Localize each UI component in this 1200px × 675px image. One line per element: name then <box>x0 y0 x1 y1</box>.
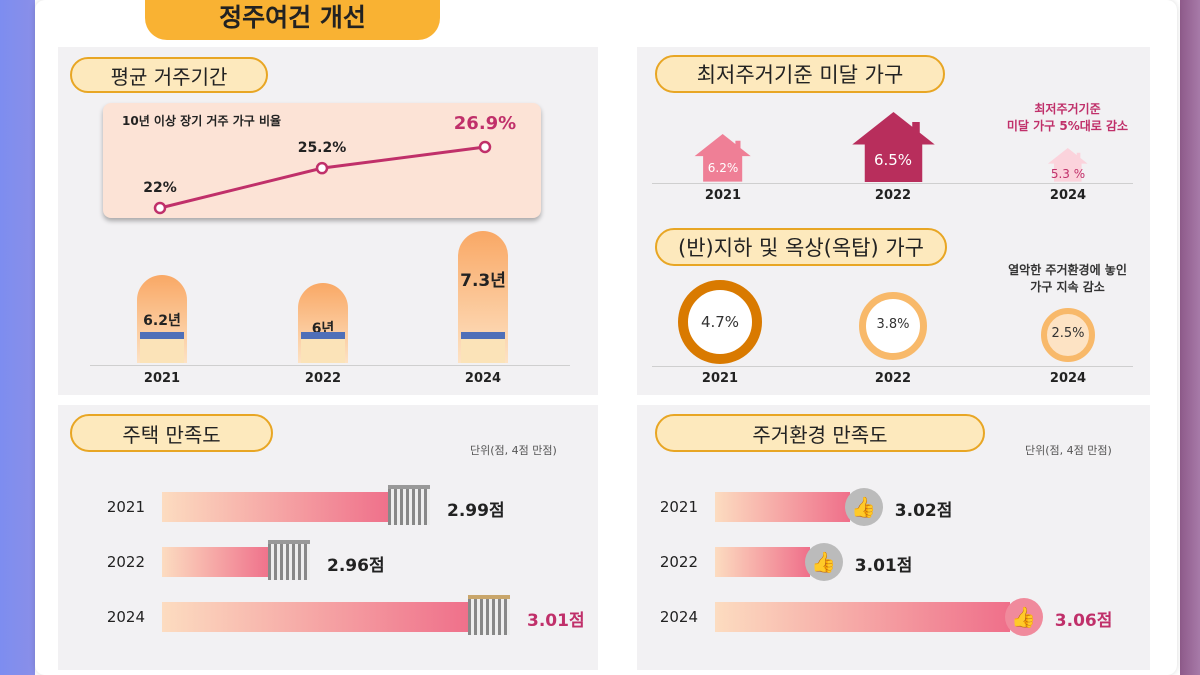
thumbs-up-icon: 👍 <box>844 488 883 526</box>
basement-title: (반)지하 및 옥상(옥탑) 가구 <box>655 228 947 266</box>
data-label: 2.5% <box>1051 326 1085 341</box>
page-title: 정주여건 개선 <box>145 0 440 40</box>
house-icon <box>1048 148 1088 182</box>
data-label: 2.99점 <box>447 501 505 521</box>
year-label: 2021 <box>106 498 145 516</box>
data-label: 22% <box>143 180 177 196</box>
year-label: 2024 <box>659 608 698 626</box>
baseline <box>652 183 1133 184</box>
year-label: 2024 <box>1049 188 1087 203</box>
substandard-title: 최저주거기준 미달 가구 <box>655 55 945 93</box>
satisfaction-bar <box>715 492 850 522</box>
data-label: 25.2% <box>297 140 347 157</box>
ring-marker <box>678 280 762 364</box>
unit-label: 단위(점, 4점 만점) <box>470 444 557 457</box>
unit-label: 단위(점, 4점 만점) <box>1025 444 1112 457</box>
year-label: 2022 <box>874 371 912 386</box>
data-label: 26.9% <box>453 113 517 134</box>
baseline <box>652 366 1133 367</box>
year-label: 2024 <box>1049 371 1087 386</box>
thumbs-up-icon: 👍 <box>804 543 843 581</box>
data-label: 2.96점 <box>327 556 385 576</box>
house-icon <box>851 112 935 182</box>
year-label: 2021 <box>701 371 739 386</box>
data-label: 3.8% <box>876 317 910 332</box>
ring-marker <box>1041 308 1095 362</box>
building-icon <box>468 595 510 635</box>
house-icon <box>140 332 184 363</box>
note-line: 최저주거기준 <box>1034 102 1101 116</box>
year-label: 2022 <box>659 553 698 571</box>
data-label: 3.02점 <box>894 501 953 521</box>
note-line: 가구 지속 감소 <box>1030 280 1105 294</box>
line-chart <box>153 140 492 215</box>
data-label: 4.7% <box>700 313 740 331</box>
note-line: 열악한 주거환경에 놓인 <box>1008 263 1127 277</box>
data-label: 5.3 % <box>1050 166 1086 181</box>
building-icon <box>268 540 310 580</box>
data-label: 6.2% <box>707 160 739 175</box>
year-label: 2024 <box>106 608 145 626</box>
data-point <box>153 201 167 215</box>
data-point <box>315 161 329 175</box>
satisfaction-bar <box>162 547 272 577</box>
year-label: 2021 <box>659 498 698 516</box>
building-icon <box>388 485 430 525</box>
note-line: 미달 가구 5%대로 감소 <box>1006 119 1129 133</box>
year-label: 2022 <box>106 553 145 571</box>
ring-marker <box>859 292 927 360</box>
line-chart-title: 10년 이상 장기 거주 가구 비율 <box>122 114 282 128</box>
year-label: 2022 <box>874 188 912 203</box>
year-label: 2024 <box>464 371 502 386</box>
env-sat-title: 주거환경 만족도 <box>655 414 985 452</box>
satisfaction-bar <box>162 492 392 522</box>
satisfaction-bar <box>715 602 1010 632</box>
year-label: 2021 <box>143 371 181 386</box>
satisfaction-bar <box>715 547 810 577</box>
thumbs-up-icon: 👍 <box>1004 598 1043 636</box>
house-icon <box>301 332 345 363</box>
data-point <box>478 140 492 154</box>
housing-sat-title: 주택 만족도 <box>70 414 273 452</box>
data-label: 3.01점 <box>527 611 585 631</box>
house-icon <box>694 134 752 182</box>
data-label: 6.5% <box>873 150 913 169</box>
satisfaction-bar <box>162 602 472 632</box>
data-label: 3.06점 <box>1054 611 1113 631</box>
year-label: 2021 <box>704 188 742 203</box>
residence-title: 평균 거주기간 <box>70 57 268 93</box>
baseline <box>90 365 570 366</box>
house-icon <box>461 332 505 363</box>
data-label: 7.3년 <box>460 271 506 291</box>
data-label: 6.2년 <box>143 313 181 329</box>
line-chart-box <box>103 103 541 218</box>
data-label: 3.01점 <box>854 556 913 576</box>
year-label: 2022 <box>304 371 342 386</box>
